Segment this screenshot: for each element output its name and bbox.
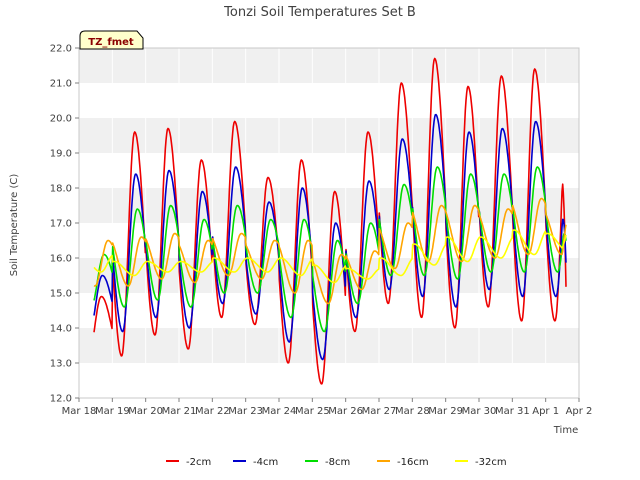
x-tick-label: Mar 30 (462, 406, 497, 417)
series-line-minus-8cm (93, 166, 567, 333)
x-tick-label: Apr 1 (532, 406, 559, 417)
grid-band (79, 48, 579, 83)
x-tick-label: Mar 18 (62, 406, 97, 417)
y-tick-label: 19.0 (50, 149, 72, 160)
x-tick-label: Mar 20 (128, 406, 163, 417)
site-badge: TZ_fmet (79, 30, 144, 50)
y-tick-label: 13.0 (50, 359, 72, 370)
x-tick-label: Mar 23 (228, 406, 263, 417)
legend-label: -16cm (397, 457, 429, 468)
y-tick-label: 17.0 (50, 219, 72, 230)
badge-label: TZ_fmet (88, 37, 134, 48)
x-tick-label: Mar 26 (328, 406, 363, 417)
grid-band (79, 118, 579, 153)
x-tick-label: Mar 27 (362, 406, 397, 417)
legend-label: -32cm (475, 457, 507, 468)
x-tick-label: Mar 24 (262, 406, 297, 417)
chart-title: Tonzi Soil Temperatures Set B (223, 5, 416, 20)
y-tick-label: 22.0 (50, 44, 72, 55)
x-tick-label: Mar 19 (95, 406, 130, 417)
x-tick-label: Mar 22 (195, 406, 230, 417)
x-tick-label: Mar 21 (162, 406, 197, 417)
y-axis-ticks: 12.0 13.0 14.0 15.0 16.0 17.0 18.0 19.0 20.0 21.0… (50, 44, 79, 405)
x-tick-label: Mar 25 (295, 406, 330, 417)
y-tick-label: 20.0 (50, 114, 72, 125)
x-tick-label: Mar 31 (495, 406, 530, 417)
grid-band (79, 328, 579, 363)
series-line-minus-4cm (93, 113, 567, 361)
series-lines (93, 57, 567, 385)
y-tick-label: 15.0 (50, 289, 72, 300)
legend-label: -8cm (325, 457, 350, 468)
y-axis-label: Soil Temperature (C) (9, 174, 20, 277)
badge-box (79, 30, 144, 50)
series-line-minus-2cm (93, 57, 567, 385)
y-tick-label: 21.0 (50, 79, 72, 90)
y-tick-label: 12.0 (50, 394, 72, 405)
x-tick-label: Mar 28 (395, 406, 430, 417)
legend-label: -2cm (186, 457, 211, 468)
x-axis-label: Time (553, 425, 578, 436)
legend: -2cm -4cm -8cm -16cm -32cm (166, 457, 507, 468)
y-tick-label: 18.0 (50, 184, 72, 195)
series-line-minus-32cm (93, 229, 567, 284)
x-tick-label: Mar 29 (428, 406, 463, 417)
y-tick-label: 16.0 (50, 254, 72, 265)
legend-label: -4cm (253, 457, 278, 468)
y-tick-label: 14.0 (50, 324, 72, 335)
x-tick-label: Apr 2 (566, 406, 593, 417)
